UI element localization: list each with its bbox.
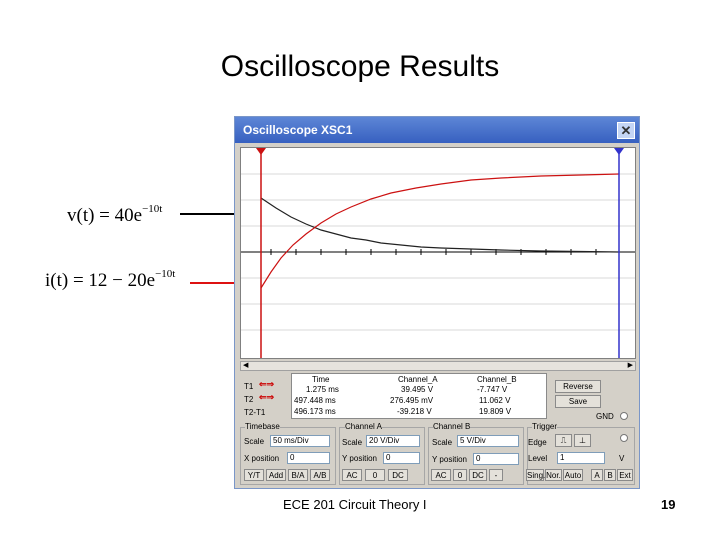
cursor-t2-handle [614,148,624,155]
channel-b-scale-field[interactable]: 5 V/Div [457,435,519,447]
mode-add-button[interactable]: Add [266,469,286,481]
mode-ba-button[interactable]: B/A [288,469,308,481]
trigger-level-unit: V [619,454,625,463]
t2-time: 497.448 ms [294,396,336,405]
timebase-xpos-label: X position [244,454,280,463]
window-title: Oscilloscope XSC1 [243,123,353,137]
t1-time: 1.275 ms [306,385,339,394]
mode-ab-button[interactable]: A/B [310,469,330,481]
timebase-group [240,427,336,485]
falling-edge-icon: ⊥ [579,436,586,445]
channel-b-title: Channel B [433,422,471,431]
trigger-level-label: Level [528,454,548,463]
timebase-title: Timebase [245,422,280,431]
channel-a-ypos-label: Y position [342,454,377,463]
gnd-radio[interactable] [620,412,628,420]
channel-a-ypos-field[interactable]: 0 [383,452,420,464]
trigger-edge-label: Edge [528,438,547,447]
t2-t1-channel-b: 19.809 V [479,407,512,416]
header-channel-a: Channel_A [398,375,438,384]
channel-b-group [428,427,524,485]
voltage-equation-base: v(t) = 40e [67,205,143,226]
window-titlebar[interactable]: Oscilloscope XSC1 ✕ [235,117,639,143]
channel-a-scale-field[interactable]: 20 V/Div [366,435,420,447]
channel-b-ac-button[interactable]: AC [431,469,451,481]
waveform-plot [241,148,635,358]
trigger-title: Trigger [532,422,558,431]
current-equation-exponent: −10t [155,268,176,280]
t2-t1-time: 496.173 ms [294,407,336,416]
header-time: Time [312,375,330,384]
rising-edge-icon: ⎍ [560,436,567,445]
channel-a-scale-label: Scale [342,438,363,447]
rising-edge-button[interactable]: ⎍ [555,434,572,447]
horizontal-scrollbar[interactable]: ◀ ▶ [240,361,636,371]
channel-a-dc-button[interactable]: DC [388,469,408,481]
trigger-auto-button[interactable]: Auto [563,469,583,481]
trigger-single-button[interactable]: Sing. [526,469,546,481]
t1-arrows-icon[interactable]: ⇐⇒ [259,379,275,389]
channel-a-title: Channel A [345,422,382,431]
t2-t1-channel-a: -39.218 V [397,407,432,416]
trigger-source-ext-button[interactable]: Ext [617,469,633,481]
mode-yt-button[interactable]: Y/T [244,469,264,481]
channel-a-trace [260,197,620,253]
scroll-left-icon[interactable]: ◀ [243,362,249,369]
channel-b-minus-button[interactable]: - [489,469,503,481]
channel-b-scale-label: Scale [432,438,453,447]
footer-course: ECE 201 Circuit Theory I [283,497,427,512]
close-icon: ✕ [620,123,632,138]
t2-arrows-icon[interactable]: ⇐⇒ [259,392,275,402]
row-label-t2-t1: T2-T1 [244,408,266,417]
trigger-normal-button[interactable]: Nor. [545,469,562,481]
close-button[interactable]: ✕ [617,122,635,139]
row-label-t2: T2 [244,395,254,404]
timebase-scale-field[interactable]: 50 ms/Div [270,435,330,447]
current-equation-base: i(t) = 12 − 20e [45,270,156,291]
current-equation: i(t) = 12 − 20e−10t [45,268,175,292]
slide-title: Oscilloscope Results [220,50,500,83]
timebase-xpos-field[interactable]: 0 [287,452,330,464]
t1-channel-b: -7.747 V [477,385,508,394]
readout-panel: Time Channel_A Channel_B 1.275 ms 39.495… [291,373,547,419]
voltage-equation: v(t) = 40e−10t [67,203,162,227]
trigger-level-field[interactable]: 1 [557,452,605,464]
reverse-button[interactable]: Reverse [555,380,601,393]
channel-b-trace [260,173,620,289]
cursor-t1-handle [256,148,266,155]
oscilloscope-window: Oscilloscope XSC1 ✕ [234,116,640,489]
save-button[interactable]: Save [555,395,601,408]
oscilloscope-screen [240,147,636,359]
screen-grid [241,173,635,331]
channel-b-ypos-label: Y position [432,455,467,464]
scroll-right-icon[interactable]: ▶ [627,362,633,369]
channel-b-dc-button[interactable]: DC [469,469,487,481]
falling-edge-button[interactable]: ⊥ [574,434,591,447]
trigger-group [527,427,635,485]
timebase-scale-label: Scale [244,437,265,446]
trigger-edge-radio[interactable] [620,434,628,442]
channel-b-ypos-field[interactable]: 0 [473,453,519,465]
trigger-source-b-button[interactable]: B [604,469,616,481]
t2-channel-a: 276.495 mV [390,396,434,405]
row-label-t1: T1 [244,382,254,391]
gnd-label: GND [596,412,614,421]
channel-b-zero-button[interactable]: 0 [453,469,467,481]
t2-channel-b: 11.062 V [479,396,511,405]
footer-page-number: 19 [661,497,676,512]
channel-a-ac-button[interactable]: AC [342,469,362,481]
channel-a-group [339,427,425,485]
header-channel-b: Channel_B [477,375,517,384]
t1-channel-a: 39.495 V [401,385,434,394]
trigger-source-a-button[interactable]: A [591,469,603,481]
channel-a-zero-button[interactable]: 0 [365,469,385,481]
voltage-equation-exponent: −10t [142,203,163,215]
